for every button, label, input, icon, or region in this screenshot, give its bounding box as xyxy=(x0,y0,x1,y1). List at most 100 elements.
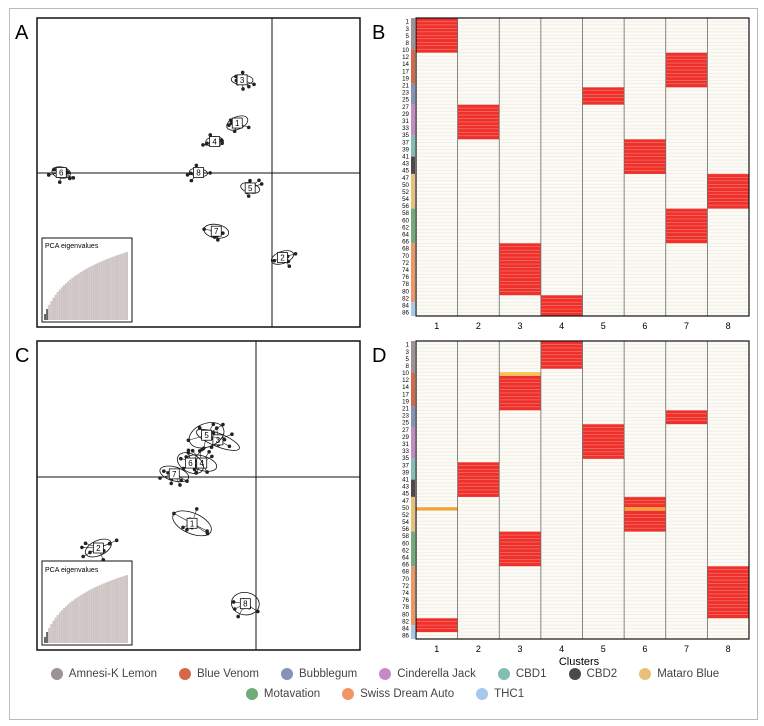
panel-b-col-ticks: 1 2 3 4 5 6 7 8 xyxy=(434,321,730,331)
row-tick-label: 84 xyxy=(402,302,409,309)
eigenvalue-bar xyxy=(46,632,49,643)
cluster-5: 5 xyxy=(186,422,227,450)
row-tick-label: 12 xyxy=(402,54,409,61)
cluster-1: 1 xyxy=(172,507,212,537)
data-point xyxy=(181,525,185,530)
cluster-label: 1 xyxy=(190,519,195,528)
row-tick-label: 68 xyxy=(402,246,409,253)
eigenvalue-bar xyxy=(71,600,74,643)
row-tick-label: 1 xyxy=(406,19,410,26)
row-tick-label: 41 xyxy=(402,476,409,483)
eigenvalue-bar xyxy=(115,578,118,643)
eigenvalue-bar xyxy=(69,279,72,320)
eigenvalue-bar xyxy=(125,252,128,320)
data-point xyxy=(272,258,277,263)
data-point xyxy=(211,431,216,435)
legend-item: Cinderella Jack xyxy=(379,668,476,680)
eigenvalue-bar xyxy=(125,575,128,643)
cluster-label: 1 xyxy=(235,119,240,128)
cluster-1: 1 xyxy=(226,115,251,134)
row-tick-label: 78 xyxy=(402,281,409,288)
data-point xyxy=(293,252,298,256)
cluster-ellipse xyxy=(176,452,204,474)
data-point xyxy=(57,180,62,184)
panel-a-inset-bars xyxy=(44,252,128,320)
eigenvalue-bar xyxy=(92,588,95,643)
row-tick-label: 64 xyxy=(402,232,409,239)
panel-label-c: C xyxy=(15,345,29,367)
row-tick-label: 23 xyxy=(402,413,409,420)
panel-b-heatmap: 1358101214171921232527293133353739414345… xyxy=(402,17,750,331)
eigenvalue-bar xyxy=(117,577,120,643)
data-point xyxy=(186,448,191,453)
data-point xyxy=(222,437,227,442)
legend-item: CBD1 xyxy=(497,668,547,680)
data-point xyxy=(256,609,260,614)
eigenvalue-bar xyxy=(67,604,70,643)
row-tick-label: 12 xyxy=(402,377,409,384)
column-tick-label: 2 xyxy=(476,321,481,331)
cluster-label: 6 xyxy=(188,459,193,468)
cluster-label: 4 xyxy=(212,138,217,147)
row-tick-label: 31 xyxy=(402,118,409,125)
eigenvalue-bar xyxy=(121,253,124,320)
legend-label: Swiss Dream Auto xyxy=(360,688,455,700)
eigenvalue-bar xyxy=(117,254,120,320)
cluster-label-box xyxy=(185,457,196,469)
panel-d-heatmap: 1358101214171921232527293133353739414345… xyxy=(402,340,750,668)
panel-a-inset-label: PCA eigenvalues xyxy=(45,243,99,250)
cluster-label-box xyxy=(231,117,243,129)
eigenvalue-bar xyxy=(48,627,51,643)
cluster-label-box xyxy=(55,167,67,178)
legend-item: Mataro Blue xyxy=(639,668,719,680)
cluster-2: 2 xyxy=(80,538,119,562)
column-tick-label: 1 xyxy=(434,644,439,654)
row-tick-label: 35 xyxy=(402,132,409,139)
data-point xyxy=(197,426,202,430)
panel-a-plot: 1 2 3 4 5 6 7 8 PCA eigenvalues xyxy=(36,17,361,328)
row-tick-label: 80 xyxy=(402,611,409,618)
eigenvalue-bar xyxy=(65,283,68,320)
cluster-label: 8 xyxy=(196,169,201,178)
eigenvalue-bar xyxy=(96,586,99,643)
eigenvalue-bar xyxy=(98,585,101,643)
eigenvalue-bar xyxy=(67,281,70,320)
row-tick-label: 47 xyxy=(402,498,409,505)
legend-item: Motavation xyxy=(245,688,320,700)
data-point xyxy=(231,600,236,604)
eigenvalue-bar xyxy=(77,596,80,643)
data-point xyxy=(216,238,220,242)
membership-block xyxy=(499,372,541,376)
data-point xyxy=(107,541,112,546)
legend-label: Blue Venom xyxy=(197,668,260,680)
row-tick-label: 14 xyxy=(402,384,409,391)
legend-swatch xyxy=(342,688,355,700)
row-tick-label: 3 xyxy=(406,26,410,33)
row-tick-label: 82 xyxy=(402,618,409,625)
eigenvalue-bar xyxy=(86,268,89,320)
row-tick-label: 1 xyxy=(406,342,410,349)
variety-strip xyxy=(411,83,415,105)
row-tick-label: 37 xyxy=(402,462,409,469)
variety-strip xyxy=(411,427,415,459)
panel-c-clusters: 1 2 3 4 5 6 7 8 xyxy=(80,422,260,619)
row-tick-label: 23 xyxy=(402,90,409,97)
eigenvalue-bar xyxy=(98,262,101,320)
eigenvalue-bar xyxy=(119,254,122,320)
cluster-4: 4 xyxy=(201,133,224,148)
row-tick-label: 19 xyxy=(402,398,409,405)
data-point xyxy=(185,527,189,532)
row-tick-label: 68 xyxy=(402,569,409,576)
legend-swatch xyxy=(281,668,294,680)
panel-c-inset-bars xyxy=(44,575,128,643)
panel-c-plot: 1 2 3 4 5 6 7 8 PCA eigenvalues xyxy=(36,340,361,651)
variety-strip xyxy=(411,208,415,244)
eigenvalue-bar xyxy=(50,624,53,643)
cluster-6: 6 xyxy=(46,166,76,184)
column-tick-label: 2 xyxy=(476,644,481,654)
eigenvalue-bar xyxy=(104,259,107,320)
data-point xyxy=(158,476,162,480)
data-point xyxy=(221,422,225,427)
row-tick-label: 70 xyxy=(402,253,409,260)
